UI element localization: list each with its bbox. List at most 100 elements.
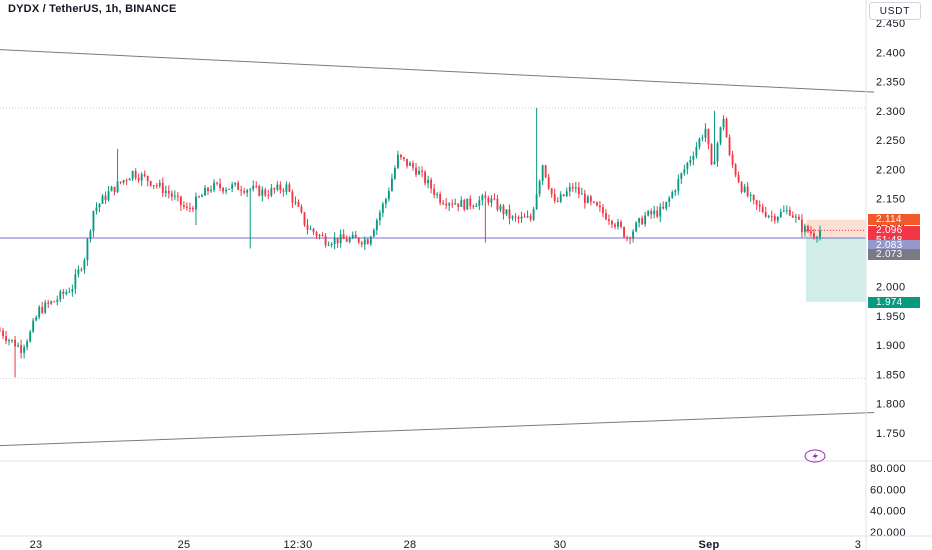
- candle-body: [170, 193, 173, 197]
- candle-body: [38, 307, 41, 318]
- candle-body: [538, 180, 541, 195]
- candle-body: [62, 291, 65, 294]
- candle-body: [14, 339, 17, 347]
- candle-body: [213, 182, 215, 190]
- candle-body: [255, 185, 258, 187]
- candle-body: [617, 222, 619, 227]
- candle-body: [475, 205, 478, 207]
- price-tick-label: 2.200: [876, 164, 906, 176]
- candle-body: [336, 237, 339, 244]
- candle-body: [544, 165, 547, 178]
- indicator-tick-label: 40.000: [870, 506, 906, 518]
- candle-body: [445, 203, 448, 206]
- candle-body: [210, 189, 212, 192]
- candle-body: [460, 199, 463, 207]
- candle-body: [188, 207, 191, 209]
- candle-body: [270, 188, 273, 196]
- candle-body: [523, 216, 526, 218]
- candle-body: [113, 186, 116, 193]
- candle-body: [282, 190, 285, 192]
- candle-body: [204, 188, 206, 196]
- candle-body: [454, 203, 457, 205]
- candle-body: [782, 210, 785, 212]
- candle-body: [375, 220, 378, 231]
- price-tick-label: 2.450: [876, 18, 906, 30]
- candle-body: [110, 186, 113, 192]
- candle-body: [231, 184, 234, 189]
- candle-body: [565, 191, 568, 196]
- candle-body: [725, 118, 728, 138]
- candle-body: [2, 330, 4, 337]
- candle-body: [182, 205, 185, 207]
- candle-body: [412, 163, 414, 168]
- candle-body: [469, 198, 472, 206]
- candle-body: [448, 203, 451, 206]
- target-zone: [806, 237, 866, 302]
- candle-body: [279, 184, 282, 191]
- candle-body: [228, 188, 231, 190]
- candle-body: [716, 143, 719, 162]
- candle-body: [158, 182, 161, 186]
- candlestick-series: [0, 107, 821, 378]
- candle-body: [547, 177, 550, 189]
- candle-body: [442, 203, 445, 205]
- candle-body: [764, 212, 767, 217]
- price-tick-label: 1.750: [876, 428, 906, 440]
- candle-body: [198, 196, 200, 198]
- candle-body: [249, 189, 252, 191]
- candle-body: [553, 194, 556, 201]
- candle-body: [816, 237, 818, 239]
- candle-body: [586, 196, 589, 203]
- stop-price-tag: 2.114: [868, 214, 920, 225]
- candle-body: [794, 216, 797, 218]
- candle-body: [267, 195, 270, 197]
- candle-body: [360, 242, 363, 245]
- candle-body: [137, 177, 140, 181]
- candle-body: [559, 194, 562, 202]
- candle-body: [195, 196, 197, 210]
- candle-body: [315, 232, 318, 236]
- candle-body: [409, 163, 411, 166]
- time-tick-label: 30: [554, 539, 567, 550]
- indicator-axis: 80.000 60.000 40.000 20.000: [0, 460, 932, 539]
- candle-body: [496, 198, 499, 210]
- candle-body: [378, 212, 381, 221]
- candle-body: [252, 185, 255, 190]
- time-tick-label: 25: [178, 539, 191, 550]
- candle-body: [638, 218, 641, 223]
- candle-body: [65, 291, 68, 294]
- candle-body: [219, 183, 222, 188]
- candle-body: [74, 274, 77, 289]
- candle-body: [680, 173, 683, 179]
- candle-body: [309, 228, 312, 230]
- entry-price-tag: 2.083: [868, 240, 920, 251]
- candle-body: [683, 169, 686, 174]
- candle-body: [288, 184, 291, 192]
- candle-body: [592, 201, 595, 203]
- lightning-icon[interactable]: [804, 449, 826, 463]
- short-position-tool[interactable]: [806, 219, 866, 302]
- candle-body: [562, 194, 565, 196]
- candle-body: [803, 226, 806, 233]
- candle-body: [345, 238, 348, 242]
- indicator-tick-label: 20.000: [870, 527, 906, 539]
- candle-body: [598, 205, 601, 208]
- candle-body: [47, 302, 50, 304]
- price-tick-label: 1.950: [876, 311, 906, 323]
- candle-body: [128, 178, 131, 181]
- candle-body: [234, 182, 237, 185]
- candle-body: [155, 185, 158, 187]
- candle-body: [339, 234, 342, 244]
- candle-body: [125, 180, 128, 182]
- candle-body: [520, 216, 523, 219]
- candle-body: [369, 236, 372, 245]
- candle-body: [686, 162, 689, 170]
- candle-body: [59, 291, 62, 300]
- candle-body: [119, 181, 122, 183]
- price-tick-label: 1.850: [876, 369, 906, 381]
- candle-body: [722, 118, 725, 128]
- target-price-label: 1.974: [876, 297, 903, 308]
- currency-selector[interactable]: USDT: [869, 2, 921, 20]
- time-axis[interactable]: 23 25 12:30 28 30 Sep 3: [0, 535, 932, 550]
